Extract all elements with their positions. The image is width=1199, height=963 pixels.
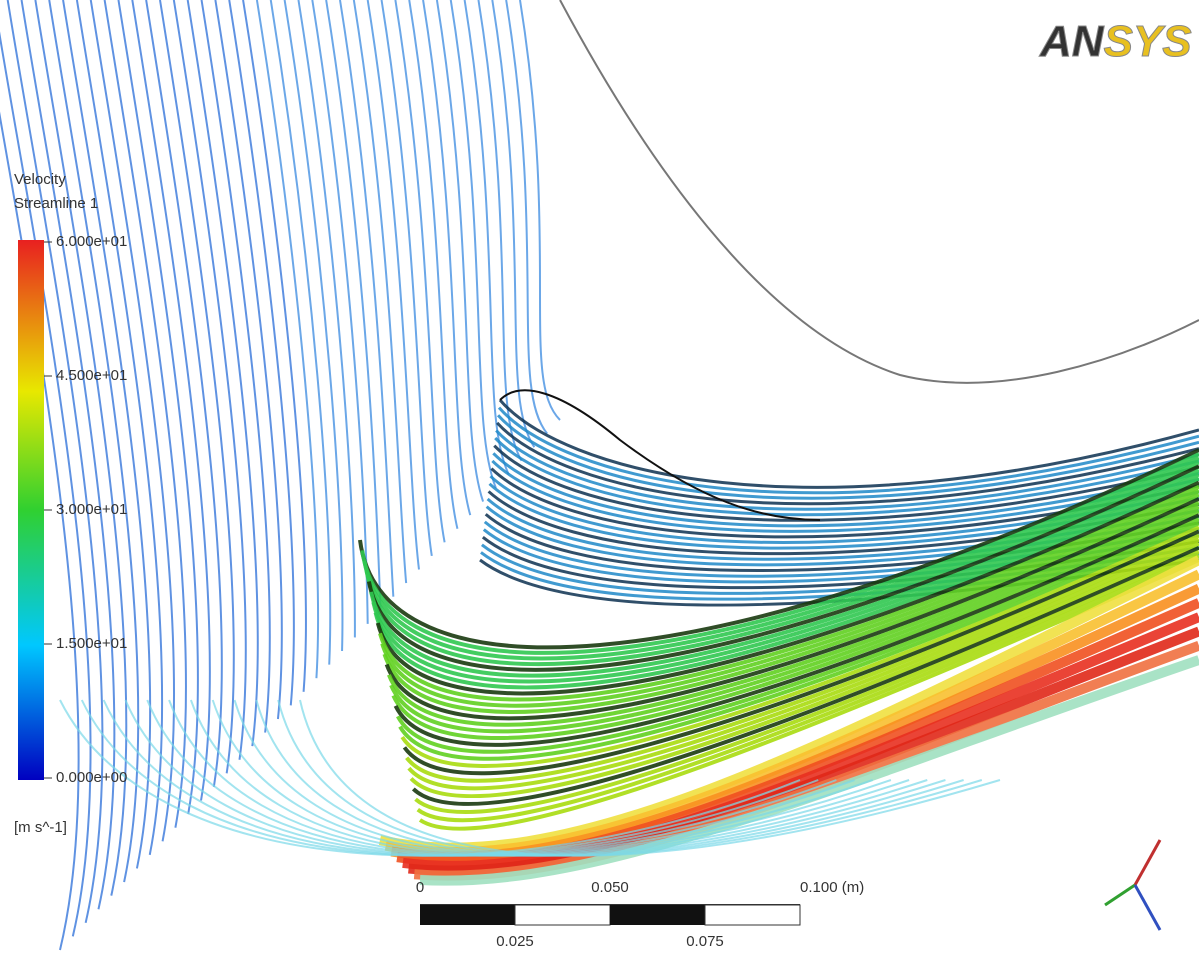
color-bar xyxy=(18,240,44,780)
scale-label: 0.075 xyxy=(686,933,724,950)
streamline xyxy=(492,0,534,447)
scale-label: 0.025 xyxy=(496,933,534,950)
color-bar-label: 0.000e+00 xyxy=(56,769,127,786)
color-bar-label: 3.000e+01 xyxy=(56,501,127,518)
color-bar-label: 4.500e+01 xyxy=(56,367,127,384)
axis-triad xyxy=(1105,840,1160,930)
legend-title: Velocity xyxy=(14,171,66,188)
scale-label: 0 xyxy=(416,879,424,896)
color-bar-label: 1.500e+01 xyxy=(56,635,127,652)
color-bar-label: 6.000e+01 xyxy=(56,233,127,250)
scale-label: 0.050 xyxy=(591,879,629,896)
streamlines xyxy=(0,0,1199,950)
scale-label: 0.100 (m) xyxy=(800,879,864,896)
scale-bar: 0 0.050 0.100 (m) 0.025 0.075 xyxy=(416,879,864,950)
legend-unit: [m s^-1] xyxy=(14,819,67,836)
streamline xyxy=(229,0,294,705)
legend-subtitle: Streamline 1 xyxy=(14,195,98,212)
page: {"logo": {"left": "AN", "right": "SYS"},… xyxy=(0,0,1199,963)
blade-outline xyxy=(500,390,820,520)
streamline xyxy=(243,0,306,692)
cfd-view: ANSYS Velocity Streamline 1 6.000e+01 4.5… xyxy=(0,0,1199,963)
logo: ANSYS xyxy=(1039,17,1192,66)
